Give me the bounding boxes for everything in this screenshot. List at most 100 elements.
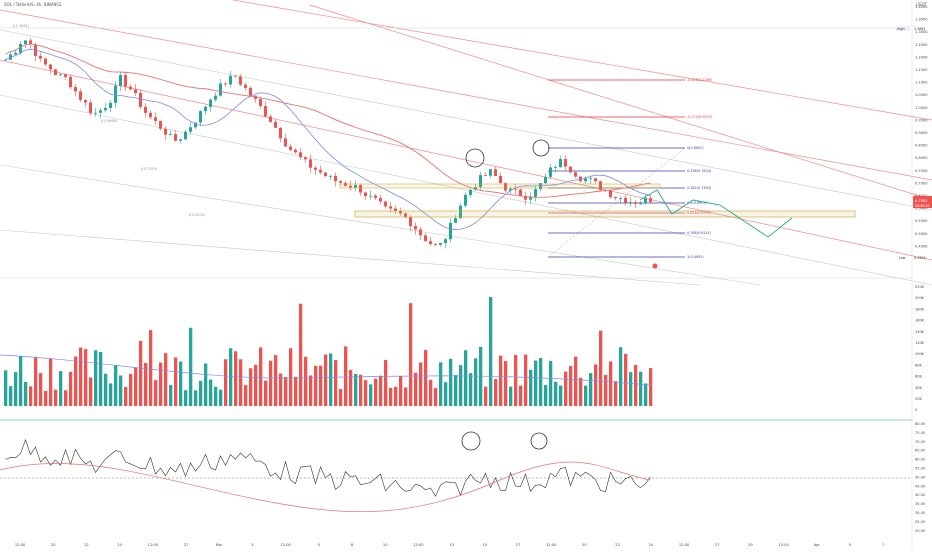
volume-tick-label: 200K [915, 296, 925, 300]
volume-bar [454, 375, 458, 406]
candle-body [394, 208, 397, 211]
volume-bar [489, 297, 493, 406]
volume-bar [239, 359, 243, 406]
volume-bar [614, 381, 618, 406]
candle-body [104, 107, 107, 111]
volume-bar [594, 364, 598, 406]
candle-body [484, 175, 487, 176]
high-label: High [897, 27, 905, 31]
volume-bar [354, 373, 358, 406]
volume-bar [474, 358, 478, 406]
candle-body [469, 189, 472, 195]
candle-body [414, 226, 417, 230]
price-tick-label: 1.1000 [915, 81, 928, 85]
candle-body [439, 243, 442, 245]
ma-blue-line [5, 48, 651, 231]
candle-body [249, 87, 252, 96]
rsi-tick-label: 60.00 [915, 458, 925, 462]
candle-body [204, 106, 207, 112]
candle-body [544, 176, 547, 184]
candle-body [529, 196, 532, 200]
candle-body [444, 239, 447, 244]
highlight-circle [461, 431, 481, 451]
volume-bar [409, 303, 413, 406]
projection-path [639, 189, 793, 238]
volume-bar [294, 376, 298, 406]
candle-body [74, 87, 77, 92]
candle-body [574, 172, 577, 177]
volume-bar [349, 369, 353, 406]
candle-body [119, 75, 122, 86]
time-tick-label: 17 [516, 543, 521, 547]
volume-bar [419, 362, 423, 406]
candle-body [234, 75, 237, 77]
volume-bar [284, 376, 288, 406]
volume-bar [169, 384, 173, 406]
candle-body [214, 95, 217, 100]
time-tick-label: 22 [615, 543, 620, 547]
candle-body [489, 169, 492, 176]
candle-body [49, 64, 52, 70]
volume-bar [279, 373, 283, 406]
price-tick-label: 1.3500 [915, 18, 928, 22]
volume-bar [264, 380, 268, 406]
candle-body [379, 198, 382, 202]
volume-bar [569, 366, 573, 406]
highlight-circle [532, 139, 550, 157]
candle-body [619, 197, 622, 199]
channel-gray-line [0, 229, 701, 286]
candle-body [499, 175, 502, 184]
volume-bar [289, 348, 293, 406]
volume-bar [319, 365, 323, 406]
candle-body [199, 111, 202, 123]
candle-body [54, 69, 57, 76]
volume-bar [609, 361, 613, 406]
highlight-circle [530, 432, 548, 450]
rsi-tick-label: 35.00 [915, 502, 925, 506]
volume-bar [544, 384, 548, 406]
channel-label-top: 1(1.3681) [12, 24, 30, 28]
volume-bar [149, 330, 153, 406]
candle-body [334, 175, 337, 182]
candle-body [569, 166, 572, 173]
support-zone [354, 210, 856, 218]
channel-red-line [309, 4, 932, 201]
price-tick-label: 0.5000 [915, 232, 928, 236]
time-tick-label: 12:00 [15, 543, 26, 547]
candle-body [184, 131, 187, 140]
fib-level-label: 0(0.8602) [687, 146, 704, 150]
channel-label-mid2: 1(0.7393) [140, 167, 158, 171]
price-tick-label: 1.2000 [915, 55, 928, 59]
candle-body [194, 122, 197, 128]
volume-ma-line [0, 354, 651, 386]
time-tick-label: 5 [318, 543, 320, 547]
volume-bar [584, 385, 588, 406]
candle-body [164, 128, 167, 135]
volume-bar [304, 356, 308, 406]
volume-bar [469, 373, 473, 406]
volume-bar [404, 387, 408, 406]
candle-body [419, 229, 422, 236]
currency-label: USDT [916, 2, 927, 7]
candle-body [514, 188, 517, 190]
candle-body [409, 217, 412, 227]
volume-bar [524, 354, 528, 406]
volume-tick-label: 60K [915, 375, 922, 379]
candle-body [224, 83, 227, 85]
candle-body [474, 187, 477, 190]
volume-bar [254, 364, 258, 406]
candle-body [639, 203, 642, 205]
volume-bar [104, 373, 108, 406]
time-tick-label: 12:00 [679, 543, 690, 547]
rsi-tick-label: 55.00 [915, 467, 925, 471]
time-tick-label: 3 [251, 543, 253, 547]
price-tick-label: 0.5500 [915, 219, 928, 223]
volume-bar [194, 390, 198, 406]
volume-tick-label: 0 [915, 408, 917, 412]
time-tick-label: Apr [814, 543, 821, 547]
volume-bar [589, 373, 593, 406]
price-tick-label: 1.4000 [915, 5, 928, 9]
volume-bar [464, 350, 468, 406]
